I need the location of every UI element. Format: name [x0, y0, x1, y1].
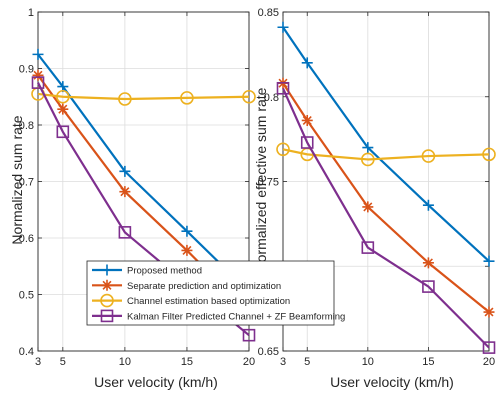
left-data-point-channel-estimation [242, 89, 256, 104]
left-x-tick-label: 10 [119, 356, 131, 368]
right-data-point-proposed-method [301, 57, 313, 69]
legend-entry-separate-prediction: Separate prediction and optimization [127, 281, 281, 292]
right-data-point-kalman-filter-zf [276, 81, 290, 95]
legend-marker-channel-estimation [100, 293, 114, 308]
right-y-tick-label: 0.8 [264, 92, 279, 104]
right-data-point-channel-estimation [421, 149, 436, 163]
right-y-tick-label: 0.75 [258, 177, 279, 189]
left-data-point-separate-prediction [181, 244, 193, 256]
left-data-point-kalman-filter-zf [242, 328, 256, 342]
left-y-tick-label: 0.8 [19, 120, 34, 132]
legend-entry-kalman-filter-zf: Kalman Filter Predicted Channel + ZF Bea… [127, 311, 345, 322]
left-series-line-channel-estimation [37, 92, 250, 101]
left-y-axis-label: Normalized sum rate [9, 115, 25, 244]
left-data-point-kalman-filter-zf [31, 76, 45, 89]
left-chart-panel: Normalized sum rate User velocity (km/h)… [9, 7, 256, 390]
left-data-point-proposed-method [32, 48, 44, 60]
right-x-axis-label: User velocity (km/h) [330, 374, 454, 390]
left-data-point-kalman-filter-zf [56, 125, 70, 139]
legend-box [86, 260, 335, 326]
right-series-line-proposed-method [282, 26, 490, 262]
right-y-tick-label: 0.85 [258, 7, 279, 19]
left-axes-frame [37, 11, 250, 352]
legend: Proposed method Separate prediction and o… [86, 260, 345, 326]
right-series-line-kalman-filter-zf [281, 87, 490, 349]
right-x-tick-label: 3 [280, 356, 286, 368]
left-series-line-proposed-method [37, 53, 250, 293]
right-x-tick-label: 15 [422, 356, 434, 368]
left-data-point-kalman-filter-zf [118, 226, 132, 239]
left-y-tick-label: 0.9 [19, 64, 34, 76]
right-data-point-kalman-filter-zf [482, 341, 496, 354]
left-data-point-separate-prediction [57, 103, 69, 115]
right-chart-panel: Normalized effective sum rate User veloc… [253, 7, 496, 390]
left-data-point-proposed-method [181, 225, 193, 237]
right-y-axis-label: Normalized effective sum rate [253, 87, 269, 272]
right-data-point-separate-prediction [483, 306, 495, 318]
right-data-point-channel-estimation [482, 147, 496, 162]
right-data-point-kalman-filter-zf [361, 241, 375, 254]
left-data-point-separate-prediction [32, 69, 44, 81]
right-data-point-channel-estimation [276, 142, 290, 157]
right-x-tick-label: 5 [304, 356, 310, 368]
legend-entry-channel-estimation: Channel estimation based optimization [127, 296, 290, 307]
left-y-tick-label: 0.5 [19, 290, 34, 302]
right-x-tick-label: 10 [362, 356, 374, 368]
left-data-point-channel-estimation [56, 89, 70, 104]
right-x-tick-label: 20 [483, 356, 495, 368]
legend-marker-kalman-filter-zf [100, 309, 114, 323]
left-x-tick-label: 3 [35, 356, 41, 368]
legend-marker-proposed-method [101, 264, 113, 276]
right-series-line-channel-estimation [282, 148, 490, 161]
right-data-point-separate-prediction [301, 114, 313, 126]
left-data-point-proposed-method [119, 165, 131, 177]
left-x-tick-label: 20 [243, 356, 255, 368]
left-data-point-channel-estimation [180, 91, 194, 105]
left-data-point-separate-prediction [119, 186, 131, 198]
right-data-point-proposed-method [362, 142, 374, 154]
right-data-point-kalman-filter-zf [300, 136, 314, 149]
right-y-tick-label: 0.65 [258, 346, 279, 358]
right-data-point-channel-estimation [361, 152, 375, 167]
right-data-point-proposed-method [422, 199, 434, 211]
right-data-point-separate-prediction [422, 257, 434, 269]
left-y-tick-label: 0.4 [19, 346, 34, 358]
left-y-tick-label: 0.6 [19, 233, 34, 245]
right-data-point-proposed-method [483, 255, 495, 267]
right-data-point-proposed-method [277, 21, 289, 33]
left-x-axis-label: User velocity (km/h) [94, 374, 218, 390]
legend-marker-separate-prediction [101, 279, 113, 291]
right-data-point-kalman-filter-zf [422, 280, 435, 293]
left-x-tick-label: 15 [181, 356, 193, 368]
right-data-point-separate-prediction [362, 201, 374, 213]
left-x-tick-label: 5 [60, 356, 66, 368]
left-y-tick-label: 1 [28, 7, 34, 19]
legend-entry-proposed-method: Proposed method [127, 266, 202, 277]
left-y-tick-label: 0.7 [19, 177, 34, 189]
left-data-point-channel-estimation [118, 92, 132, 106]
right-axes-frame [282, 11, 490, 352]
